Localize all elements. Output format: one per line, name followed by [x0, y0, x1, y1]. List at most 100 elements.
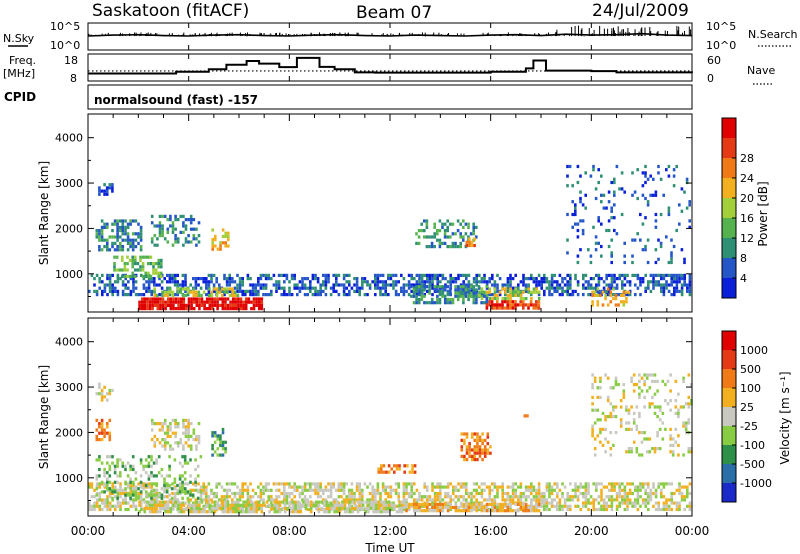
velocity-cell [596, 408, 600, 412]
power-cell [561, 277, 564, 281]
power-cell [472, 285, 476, 289]
power-cell [662, 293, 666, 297]
power-cell [157, 274, 160, 278]
velocity-cell [641, 498, 645, 502]
velocity-cell [225, 498, 229, 502]
power-cell [636, 232, 639, 236]
velocity-cell [176, 491, 179, 496]
power-cell [506, 300, 509, 304]
velocity-cell [184, 441, 188, 445]
velocity-cell [405, 482, 408, 486]
colorbar-swatch [722, 426, 736, 446]
power-cell [309, 289, 312, 293]
power-cell [647, 280, 650, 284]
power-cell [176, 283, 179, 287]
power-cell [548, 286, 551, 290]
power-cell [254, 286, 257, 290]
power-cell [617, 303, 620, 307]
power-cell [571, 225, 574, 229]
velocity-cell [132, 504, 135, 508]
power-cell [475, 288, 478, 292]
velocity-cell [673, 491, 676, 496]
power-cell [602, 193, 606, 197]
velocity-cell [316, 482, 320, 486]
velocity-cell [656, 405, 659, 409]
velocity-cell [628, 488, 632, 492]
velocity-cell [674, 399, 678, 403]
power-cell [355, 289, 359, 293]
velocity-cell [433, 495, 437, 499]
velocity-cell [372, 506, 375, 511]
power-cell [660, 273, 663, 277]
power-cell [543, 289, 546, 293]
velocity-cell [95, 504, 99, 508]
power-cell [101, 289, 104, 293]
velocity-cell [129, 480, 132, 484]
power-cell [106, 283, 109, 287]
velocity-cell [615, 495, 619, 499]
power-cell [423, 229, 426, 233]
velocity-cell [395, 467, 399, 471]
velocity-cell [390, 467, 393, 471]
velocity-cell [407, 482, 411, 486]
power-cell [138, 303, 141, 307]
velocity-cell [113, 490, 117, 494]
power-cell [182, 224, 185, 228]
velocity-cell [303, 498, 307, 502]
power-cell [342, 283, 346, 287]
power-cell [221, 300, 225, 304]
velocity-cell [376, 488, 380, 492]
power-cell [462, 285, 465, 289]
power-cell [190, 307, 193, 311]
time-tick-label: 20:00 [574, 524, 609, 538]
power-cell [148, 297, 152, 301]
velocity-cell [614, 379, 618, 383]
power-cell [407, 286, 411, 290]
velocity-cell [369, 500, 373, 504]
power-cell [189, 240, 193, 244]
power-cell [156, 224, 159, 228]
velocity-cell [398, 503, 401, 507]
power-cell [123, 262, 127, 266]
power-cell [132, 286, 135, 290]
power-cell [181, 280, 185, 284]
power-cell [467, 293, 471, 297]
velocity-cell [395, 464, 399, 468]
power-cell [672, 244, 676, 249]
power-cell [509, 297, 512, 301]
velocity-cell [178, 483, 182, 488]
velocity-cell [88, 485, 91, 489]
velocity-cell [462, 509, 465, 513]
power-cell [296, 293, 299, 297]
velocity-cell [444, 485, 447, 489]
colorbar-swatch [722, 464, 736, 484]
velocity-cell [674, 379, 678, 383]
power-cell [124, 225, 127, 229]
power-cell [379, 286, 382, 290]
velocity-cell [163, 441, 167, 445]
power-cell [244, 303, 248, 307]
velocity-cell [662, 482, 666, 486]
velocity-cell [263, 503, 266, 507]
velocity-cell [119, 482, 122, 486]
velocity-cell [152, 493, 156, 497]
velocity-cell [491, 509, 494, 513]
power-cell [618, 273, 621, 277]
power-cell [449, 297, 452, 302]
power-cell [311, 286, 315, 290]
power-cell [537, 290, 541, 294]
velocity-cell [619, 399, 623, 403]
velocity-cell [558, 488, 562, 492]
velocity-cell [108, 467, 112, 472]
power-cell [348, 280, 351, 284]
velocity-cell [628, 482, 632, 486]
power-cell [517, 286, 520, 290]
power-cell [174, 240, 177, 244]
velocity-cell [504, 502, 507, 506]
power-cell [160, 258, 163, 262]
power-cell [324, 277, 328, 281]
velocity-cell [169, 428, 172, 432]
velocity-cell [234, 506, 238, 511]
velocity-cell [127, 501, 130, 505]
velocity-cell [687, 405, 691, 409]
